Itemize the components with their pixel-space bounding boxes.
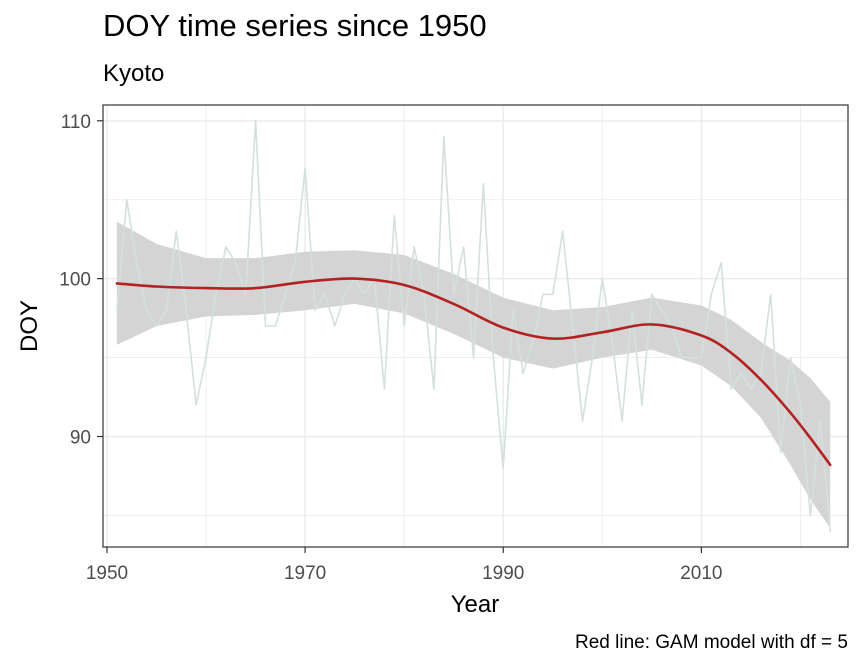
panel-border: [102, 104, 849, 548]
confidence-band: [116, 221, 831, 529]
observed-point-1960: [205, 356, 207, 359]
observed-point-2006: [660, 309, 663, 312]
chart-subtitle: Kyoto: [103, 60, 165, 87]
chart-title: DOY time series since 1950: [103, 8, 487, 43]
observed-point-1951: [116, 309, 118, 312]
observed-point-1988: [482, 183, 485, 185]
observed-point-1998: [581, 419, 584, 422]
observed-point-2002: [621, 419, 623, 422]
gam-fit-line: [115, 277, 832, 467]
observed-point-1969: [294, 262, 296, 264]
observed-point-1978: [383, 388, 386, 390]
confidence-band-layer: [116, 221, 831, 529]
observed-point-2003: [631, 309, 633, 312]
observed-point-1962: [225, 246, 227, 248]
observed-point-1967: [274, 325, 277, 327]
x-tick-label-1950: 1950: [86, 563, 128, 584]
observed-point-2019: [789, 356, 792, 359]
observed-point-1954: [145, 309, 148, 312]
observed-point-2005: [651, 293, 653, 296]
observed-point-1970: [304, 167, 306, 169]
chart-caption: Red line: GAM model with df = 5: [575, 632, 848, 653]
observed-point-1973: [334, 325, 336, 327]
observed-point-1965: [254, 119, 257, 122]
observed-point-1959: [195, 404, 197, 406]
observed-point-1971: [314, 309, 316, 312]
observed-point-2004: [641, 404, 643, 406]
observed-point-2008: [680, 356, 683, 359]
observed-series-layer: [116, 119, 831, 533]
observed-point-1983: [433, 388, 435, 390]
observed-point-2009: [690, 356, 693, 359]
observed-point-1952: [125, 198, 128, 201]
observed-point-2021: [809, 514, 812, 517]
observed-point-2012: [720, 262, 722, 264]
observed-point-1990: [502, 467, 505, 469]
gam-fit-layer: [115, 277, 832, 467]
observed-point-1956: [165, 309, 168, 312]
observed-point-1981: [413, 246, 415, 248]
y-tick-label-100: 100: [59, 270, 91, 291]
observed-point-1961: [215, 293, 217, 296]
x-tick-label-2010: 2010: [680, 563, 722, 584]
y-tick-label-90: 90: [70, 428, 91, 449]
observed-point-1964: [244, 293, 247, 296]
observed-point-2016: [760, 372, 762, 375]
observed-point-1966: [264, 325, 267, 327]
observed-point-1955: [155, 325, 158, 327]
observed-point-2022: [819, 419, 822, 422]
x-tick-label-1990: 1990: [482, 563, 524, 584]
x-axis-title: Year: [451, 591, 500, 618]
observed-point-1994: [542, 293, 544, 296]
x-tick-label-1970: 1970: [284, 563, 326, 584]
observed-point-2000: [601, 277, 604, 280]
observed-point-2017: [769, 293, 772, 296]
observed-point-1958: [185, 309, 188, 312]
observed-point-1972: [324, 293, 326, 296]
observed-point-2014: [740, 372, 742, 375]
observed-point-1976: [363, 293, 366, 296]
grid-lines: [103, 105, 848, 547]
observed-point-1979: [393, 214, 396, 217]
axes: 90 100 110 1950 1970 1990 2010: [59, 112, 722, 584]
observed-point-1968: [284, 293, 287, 296]
observed-point-2015: [750, 388, 752, 390]
observed-point-1984: [442, 135, 445, 138]
observed-point-1997: [571, 325, 574, 327]
observed-point-1996: [561, 230, 564, 233]
observed-point-1999: [591, 356, 594, 359]
observed-point-1963: [234, 262, 237, 264]
observed-point-1957: [175, 230, 178, 233]
observed-point-2020: [799, 404, 802, 406]
y-axis-title: DOY: [16, 300, 43, 352]
observed-point-1986: [462, 246, 465, 248]
observed-point-1980: [403, 325, 405, 327]
observed-point-2013: [730, 388, 732, 390]
observed-point-2010: [700, 356, 703, 359]
observed-point-1995: [551, 293, 554, 296]
observed-point-1985: [452, 293, 455, 296]
observed-point-1991: [512, 309, 514, 312]
observed-point-1989: [492, 356, 495, 359]
observed-point-1993: [532, 340, 534, 343]
observed-point-2001: [611, 340, 614, 343]
observed-point-1982: [423, 293, 425, 296]
observed-point-1953: [135, 262, 138, 264]
y-tick-label-110: 110: [61, 112, 91, 133]
observed-point-2023: [829, 530, 831, 533]
observed-point-1987: [472, 356, 475, 359]
observed-point-1974: [343, 293, 346, 296]
observed-point-1992: [522, 372, 524, 375]
observed-point-2011: [710, 293, 713, 296]
observed-point-2018: [779, 451, 782, 454]
